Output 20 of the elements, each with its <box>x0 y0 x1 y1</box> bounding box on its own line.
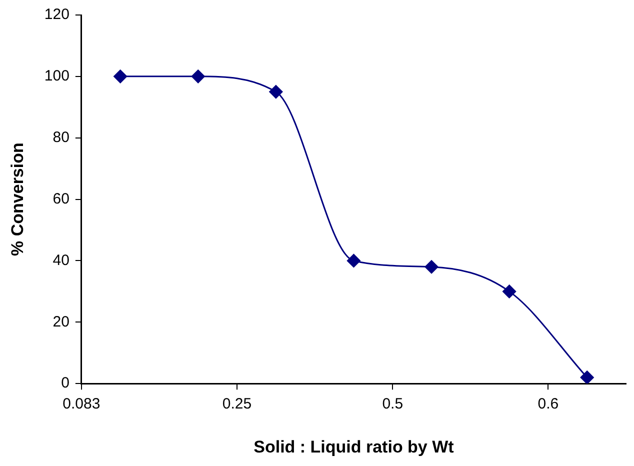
y-axis-title: % Conversion <box>8 142 27 256</box>
y-tick-label: 120 <box>44 6 70 24</box>
x-tick-label: 0.25 <box>222 396 252 413</box>
point <box>269 85 283 99</box>
y-tick-label: 60 <box>52 190 70 208</box>
point <box>580 370 594 384</box>
y-tick-label: 40 <box>52 252 70 269</box>
y-tick-label: 80 <box>52 129 70 146</box>
point <box>502 284 516 298</box>
x-tick-label: 0.083 <box>62 396 100 413</box>
x-tick-label: 0.6 <box>538 396 559 413</box>
x-tick-label: 0.5 <box>382 396 404 413</box>
point <box>191 70 205 84</box>
point <box>114 70 128 84</box>
point <box>424 260 438 274</box>
x-axis-title: Solid : Liquid ratio by Wt <box>254 437 454 456</box>
y-tick-label: 0 <box>61 374 70 392</box>
point <box>346 254 360 268</box>
y-tick-label: 20 <box>52 313 70 330</box>
y-tick-label: 100 <box>44 68 70 85</box>
